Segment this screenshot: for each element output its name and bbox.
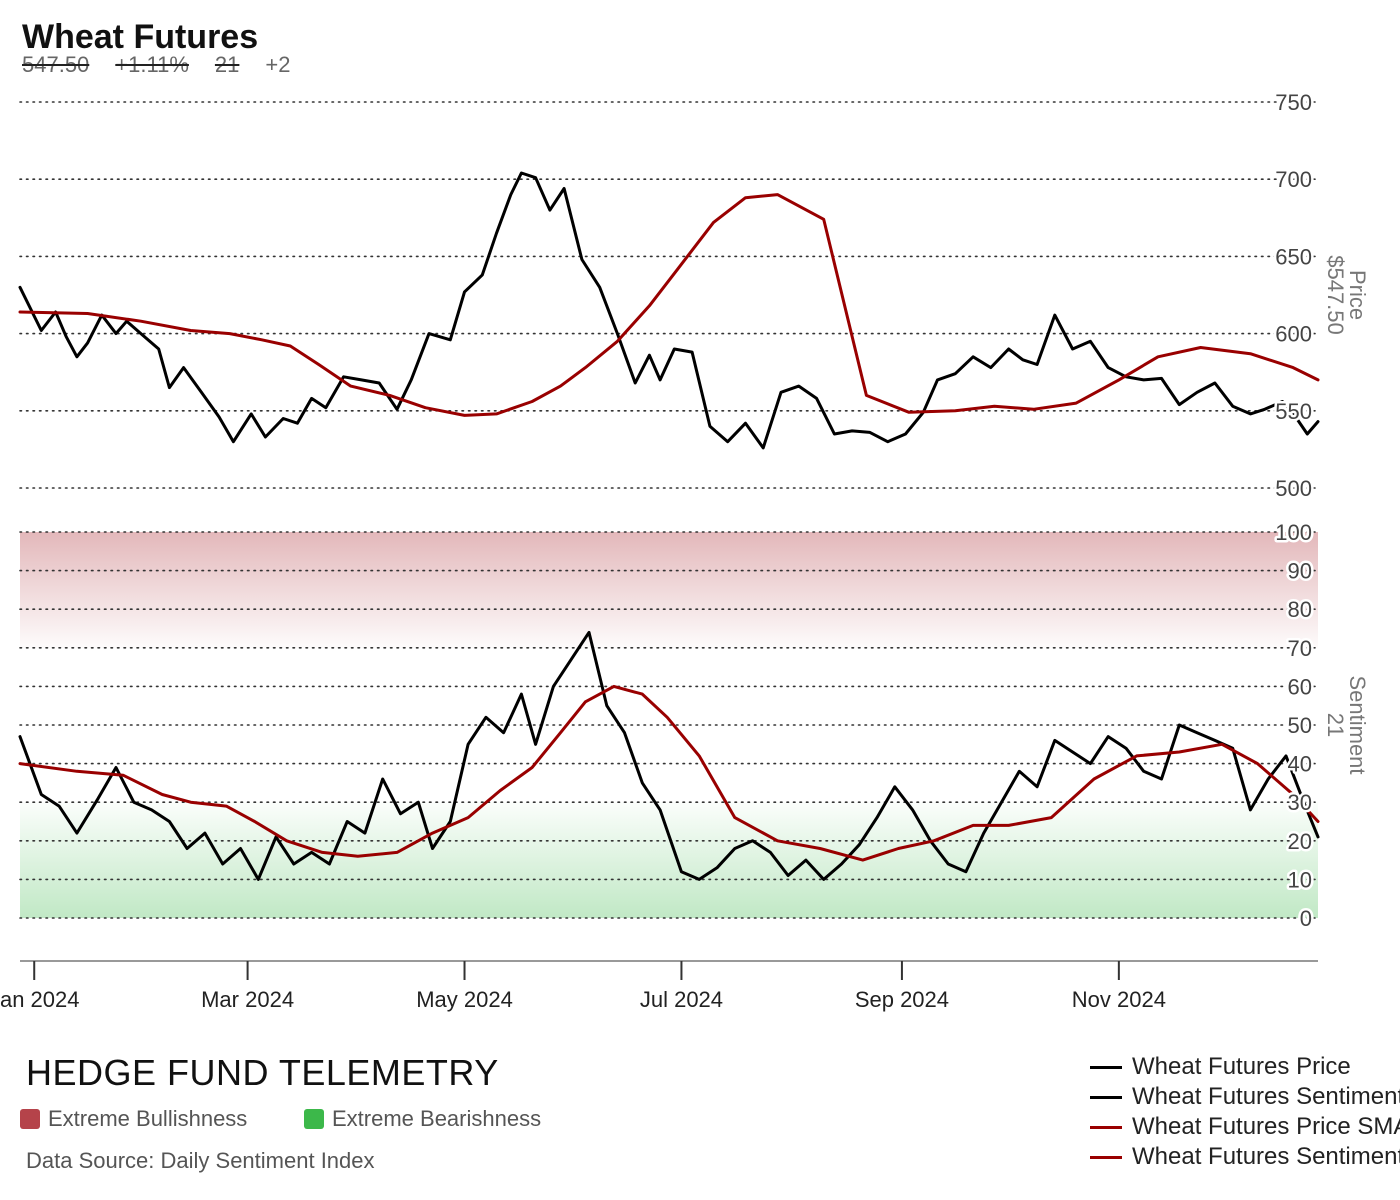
bear-label: Extreme Bearishness <box>332 1106 542 1131</box>
data-source: Data Source: Daily Sentiment Index <box>26 1148 375 1173</box>
legend-label: Wheat Futures Price SMA <box>1132 1113 1400 1140</box>
sentiment-y-tick-label: 10 <box>1288 867 1312 892</box>
sentiment-y-tick-label: 50 <box>1288 713 1312 738</box>
x-tick-label: Nov 2024 <box>1072 987 1166 1012</box>
sentiment-line <box>18 630 1320 881</box>
sentiment-sma-line <box>18 684 1320 862</box>
price-y-tick-label: 600 <box>1275 322 1312 347</box>
chart-title: Wheat Futures <box>22 18 259 56</box>
price-change: +1.11% <box>115 52 189 77</box>
bear-zone <box>20 802 1318 918</box>
legend-item[interactable]: Wheat Futures Price SMA <box>1090 1112 1400 1142</box>
sentiment-y-tick-label: 0 <box>1300 906 1312 931</box>
legend-line <box>1090 1095 1122 1099</box>
price-y-tick-label: 700 <box>1275 167 1312 192</box>
price-axis-title: Price <box>1345 270 1370 320</box>
price-y-tick-label: 750 <box>1275 90 1312 115</box>
legend-line <box>1090 1155 1122 1159</box>
sentiment-y-tick-label: 30 <box>1288 790 1312 815</box>
series-lines <box>18 171 1320 881</box>
x-tick-label: Sep 2024 <box>855 987 949 1012</box>
legend-item[interactable]: Wheat Futures Sentiment <box>1090 1082 1400 1112</box>
zone-legend-bull: Extreme Bullishness <box>20 1106 247 1132</box>
legend-item[interactable]: Wheat Futures Price <box>1090 1052 1400 1082</box>
legend-line <box>1090 1065 1122 1069</box>
zone-legend-bear: Extreme Bearishness <box>304 1106 541 1132</box>
sentiment-change: +2 <box>265 52 291 77</box>
price-y-tick-label: 650 <box>1275 244 1312 269</box>
brand-name: HEDGE FUND TELEMETRY <box>26 1052 499 1093</box>
legend-label: Wheat Futures Sentiment <box>1132 1083 1400 1110</box>
legend-label: Wheat Futures Sentiment SMA <box>1132 1143 1400 1170</box>
price-sma-line <box>18 193 1320 417</box>
price-value: 547.50 <box>22 52 90 77</box>
chart-svg: 500 550 600 650 700 750 0 10 20 30 40 50 60 70 80 90 100… <box>0 88 1370 1013</box>
bear-swatch <box>304 1109 324 1129</box>
legend-item[interactable]: Wheat Futures Sentiment SMA <box>1090 1142 1400 1172</box>
series-legend: Wheat Futures Price Wheat Futures Sentim… <box>1090 1052 1400 1172</box>
legend-label: Wheat Futures Price <box>1132 1053 1351 1080</box>
x-tick-label: Jan 2024 <box>0 987 79 1012</box>
sentiment-y-tick-label: 90 <box>1288 559 1312 584</box>
sentiment-zones <box>20 532 1318 918</box>
price-line <box>18 171 1320 450</box>
bull-zone <box>20 532 1318 648</box>
sentiment-value: 21 <box>214 52 240 77</box>
tick-labels: 500 550 600 650 700 750 0 10 20 30 40 50 60 70 80 90 100… <box>0 88 1315 1013</box>
sentiment-y-tick-label: 20 <box>1288 829 1312 854</box>
sentiment-y-tick-label: 100 <box>1275 520 1312 545</box>
sentiment-y-tick-label: 70 <box>1288 636 1312 661</box>
price-axis-value: $547.50 <box>1323 255 1348 335</box>
sentiment-y-tick-label: 80 <box>1288 597 1312 622</box>
x-tick-label: May 2024 <box>416 987 513 1012</box>
header-stats: 547.50 +1.11% 21 +2 <box>22 52 316 78</box>
bull-label: Extreme Bullishness <box>48 1106 248 1131</box>
gridlines <box>19 101 1319 919</box>
sentiment-axis-title: Sentiment <box>1345 675 1370 774</box>
price-axis-label: Price$547.50 <box>1323 255 1370 335</box>
legend-line <box>1090 1125 1122 1129</box>
x-axis <box>20 960 1318 980</box>
sentiment-axis-value: 21 <box>1323 713 1348 737</box>
price-y-tick-label: 500 <box>1275 476 1312 501</box>
x-tick-label: Mar 2024 <box>201 987 294 1012</box>
sentiment-y-tick-label: 40 <box>1288 752 1312 777</box>
bull-swatch <box>20 1109 40 1129</box>
sentiment-y-tick-label: 60 <box>1288 674 1312 699</box>
x-tick-label: Jul 2024 <box>640 987 723 1012</box>
price-y-tick-label: 550 <box>1275 399 1312 424</box>
